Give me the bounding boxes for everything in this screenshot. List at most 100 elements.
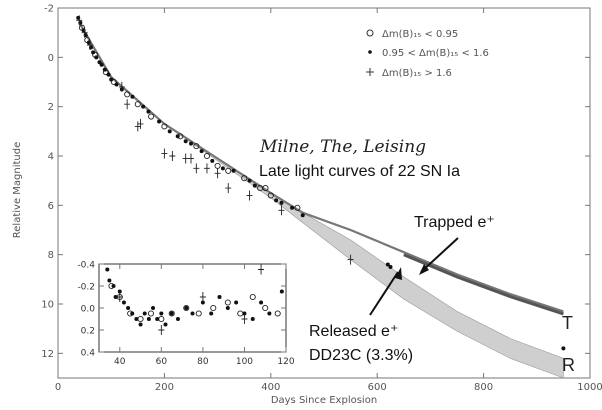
inset-data-point <box>159 311 164 316</box>
main-y-tick-label: 6 <box>48 201 54 212</box>
data-point <box>300 213 305 218</box>
data-point <box>246 190 253 201</box>
inset-data-point <box>242 311 247 316</box>
inset-data-point <box>199 292 206 302</box>
inset-data-point <box>279 289 284 294</box>
data-point <box>157 119 162 124</box>
inset-data-point <box>151 306 156 310</box>
inset-data-point <box>116 292 123 302</box>
data-point <box>214 162 221 169</box>
inset-data-point <box>249 293 256 301</box>
inset-data-point <box>134 317 139 321</box>
main-x-tick-label: 400 <box>261 382 280 393</box>
legend-label-low: Δm(B)₁₅ < 0.95 <box>382 29 458 40</box>
inset-y-tick-label: -0.2 <box>77 283 95 293</box>
data-point <box>169 151 176 161</box>
trapped-model-curve <box>78 22 564 316</box>
inset-data-point <box>200 300 205 305</box>
data-point <box>347 254 354 265</box>
inset-data-point <box>225 306 230 310</box>
released-arrow <box>369 271 399 316</box>
data-point <box>203 152 211 160</box>
data-point <box>183 139 188 144</box>
trapped-curve-line <box>78 22 564 313</box>
main-x-tick-label: 800 <box>474 382 493 393</box>
released-annotation-line2: DD23C (3.3%) <box>309 347 413 364</box>
data-point <box>76 15 83 26</box>
legend-plus-marker <box>366 68 374 76</box>
inset-data-point <box>184 306 189 310</box>
inset-data-points <box>105 264 284 335</box>
data-point <box>385 262 390 267</box>
data-point <box>220 166 225 171</box>
inset-data-point <box>259 300 264 305</box>
inset-data-point <box>105 267 110 272</box>
inset-x-tick-label: 40 <box>114 357 126 367</box>
inset-data-point <box>142 311 147 316</box>
inset-data-point <box>107 278 112 283</box>
data-point <box>130 94 135 99</box>
inset-data-point <box>126 306 131 310</box>
inset-data-point <box>138 322 143 327</box>
data-point <box>114 82 119 87</box>
main-x-tick-label: 0 <box>55 382 61 393</box>
main-x-tick-label: 200 <box>155 382 174 393</box>
data-point <box>110 78 117 86</box>
inset-data-point <box>234 300 239 305</box>
data-point <box>225 183 232 194</box>
inset-x-tick-label: 60 <box>156 357 168 367</box>
inset-y-tick-label: 0.4 <box>81 349 96 359</box>
data-point <box>262 185 269 192</box>
data-point <box>189 141 193 146</box>
data-point <box>278 205 285 216</box>
chart-subtitle-authors: Milne, The, Leising <box>259 137 426 157</box>
inset-data-point <box>183 304 190 312</box>
data-point <box>274 198 279 203</box>
inset-data-point <box>168 310 175 317</box>
data-point <box>203 163 210 174</box>
inset-data-point <box>147 310 154 317</box>
inset-data-point <box>155 317 160 321</box>
main-y-tick-label: 4 <box>48 152 54 163</box>
inset-data-point <box>130 311 135 316</box>
inset-data-point <box>224 299 231 306</box>
inset-data-point <box>241 314 248 324</box>
data-point <box>161 123 168 130</box>
trapped-curve-tail <box>403 253 564 316</box>
inset-y-tick-label: 0.0 <box>81 305 96 315</box>
inset-axis-ticks: 40 60 80 100 120 -0.4 -0.2 0.0 0.2 0.4 <box>77 261 294 368</box>
inset-data-point <box>217 295 222 299</box>
inset-y-tick-label: -0.4 <box>77 261 95 271</box>
main-x-tick-label: 600 <box>368 382 387 393</box>
inset-data-point <box>210 304 217 312</box>
inset-x-tick-label: 100 <box>236 357 253 367</box>
main-y-tick-label: 10 <box>41 300 54 311</box>
data-point <box>241 175 248 182</box>
data-point <box>267 192 274 199</box>
data-point <box>175 134 180 139</box>
inset-y-tick-label: 0.2 <box>81 327 95 337</box>
data-point <box>182 153 189 164</box>
data-point <box>188 153 194 164</box>
data-point <box>124 99 131 110</box>
data-point <box>161 148 168 159</box>
data-point <box>247 178 252 183</box>
data-point <box>134 121 141 132</box>
data-point <box>118 81 125 92</box>
main-data-points <box>76 15 566 351</box>
inset-data-point <box>111 284 116 288</box>
inset-data-point <box>117 289 122 294</box>
main-x-tick-label: 1000 <box>577 382 602 393</box>
data-point <box>134 101 141 108</box>
inset-data-point <box>258 264 265 275</box>
data-point <box>94 55 99 60</box>
data-point <box>99 62 104 67</box>
data-point <box>91 50 96 55</box>
legend-filled-dot-marker <box>368 50 372 54</box>
data-point <box>124 91 131 98</box>
released-annotation-line1: Released e⁺ <box>309 323 398 340</box>
inset-x-tick-label: 80 <box>197 357 209 367</box>
inset-data-point <box>262 304 269 312</box>
inset-data-point <box>158 325 165 335</box>
